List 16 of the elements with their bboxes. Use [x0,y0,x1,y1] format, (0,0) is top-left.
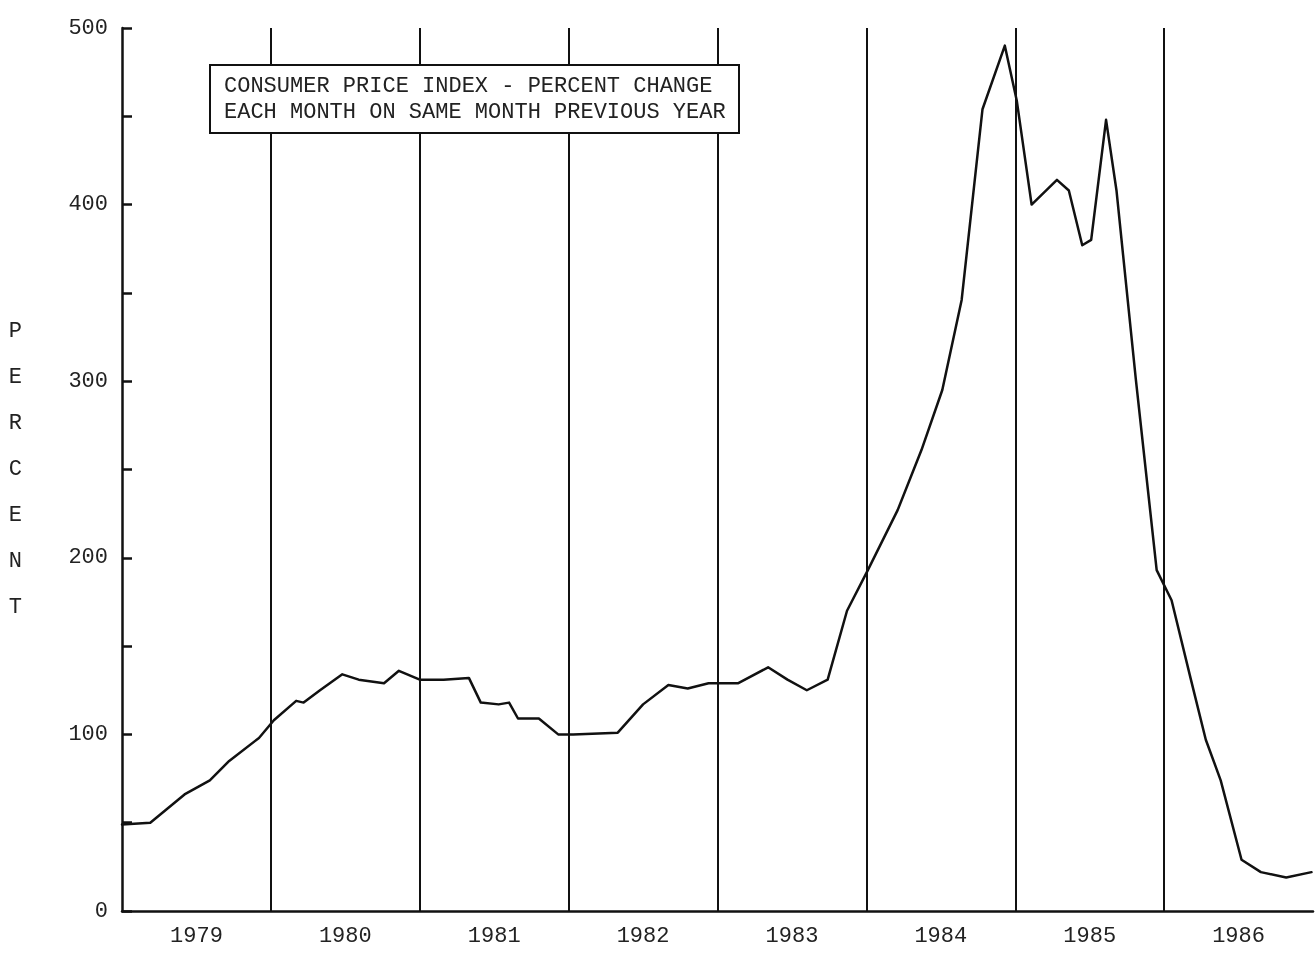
x-tick-label: 1982 [616,923,670,949]
y-tick-label: 300 [68,368,108,394]
y-tick-label: 100 [68,721,108,747]
y-tick-label: 0 [94,898,108,924]
x-tick-label: 1984 [914,923,968,949]
x-tick-label: 1983 [765,923,819,949]
y-tick-label: 500 [68,15,108,41]
y-axis-title: PERCENT [8,319,22,620]
x-tick-label: 1986 [1212,923,1265,949]
x-tick-label: 1981 [467,923,521,949]
x-tick-label: 1979 [170,923,223,949]
x-tick-label: 1985 [1063,923,1117,949]
text: CONSUMER PRICE INDEX - PERCENT CHANGE EACH MONTH ON SAME MONTH PREVIOUS YEAR [224,73,726,125]
x-tick-label: 1980 [318,923,372,949]
y-tick-label: 200 [68,545,108,571]
y-tick-label: 400 [68,192,108,218]
